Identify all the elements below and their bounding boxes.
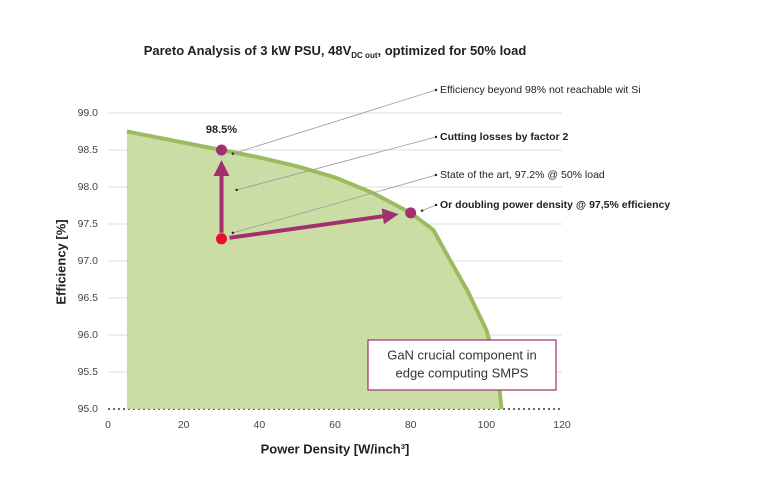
- leader-dot: [420, 209, 424, 212]
- y-tick-label: 96.5: [78, 292, 99, 304]
- annotation: Or doubling power density @ 97,5% effici…: [440, 199, 670, 211]
- leader-dot: [231, 152, 235, 155]
- x-tick-label: 40: [253, 419, 265, 431]
- leader-line: [421, 204, 437, 212]
- leader-line: [232, 89, 437, 155]
- point: [216, 233, 227, 245]
- leader-dot: [235, 188, 238, 192]
- title-subscript: DC out: [351, 51, 378, 60]
- chart-title: Pareto Analysis of 3 kW PSU, 48VDC out, …: [144, 43, 527, 60]
- x-tick-label: 60: [329, 419, 341, 431]
- arrow: [229, 208, 399, 240]
- leader-dot: [434, 173, 438, 177]
- x-tick-label: 120: [553, 419, 571, 431]
- annotation: Efficiency beyond 98% not reachable wit …: [440, 84, 641, 96]
- y-tick-label: 98.5: [78, 144, 99, 156]
- callout-text: edge computing SMPS: [396, 365, 529, 380]
- callout-box: [367, 339, 557, 391]
- callout-text: GaN crucial component in: [387, 347, 537, 362]
- y-tick-label: 96.0: [78, 329, 99, 341]
- point: [405, 207, 417, 219]
- leader-line: [236, 136, 437, 191]
- leader-dot: [434, 203, 438, 207]
- x-tick-label: 20: [178, 419, 190, 431]
- annotation: Cutting losses by factor 2: [440, 131, 569, 143]
- leader-dot: [434, 88, 438, 92]
- title-main: Pareto Analysis of 3 kW PSU, 48V: [144, 43, 352, 58]
- y-axis-label: Efficiency [%]: [53, 219, 68, 304]
- y-tick-label: 95.0: [78, 403, 99, 415]
- point: [216, 144, 227, 156]
- y-tick-label: 98.0: [78, 181, 99, 193]
- x-axis-label: Power Density [W/inch³]: [261, 441, 410, 456]
- x-tick-label: 80: [405, 419, 417, 431]
- y-tick-label: 95.5: [78, 366, 99, 378]
- leader-dot: [231, 231, 235, 235]
- x-tick-label: 0: [105, 419, 111, 431]
- y-tick-label: 99.0: [78, 107, 99, 119]
- y-tick-label: 97.5: [78, 218, 99, 230]
- y-tick-label: 97.0: [78, 255, 99, 267]
- annotation: State of the art, 97.2% @ 50% load: [440, 169, 605, 181]
- value-label: 98.5%: [206, 124, 237, 136]
- title-end: , optimized for 50% load: [378, 43, 527, 58]
- x-tick-label: 100: [478, 419, 496, 431]
- leader-line: [232, 174, 437, 234]
- leader-dot: [434, 135, 438, 139]
